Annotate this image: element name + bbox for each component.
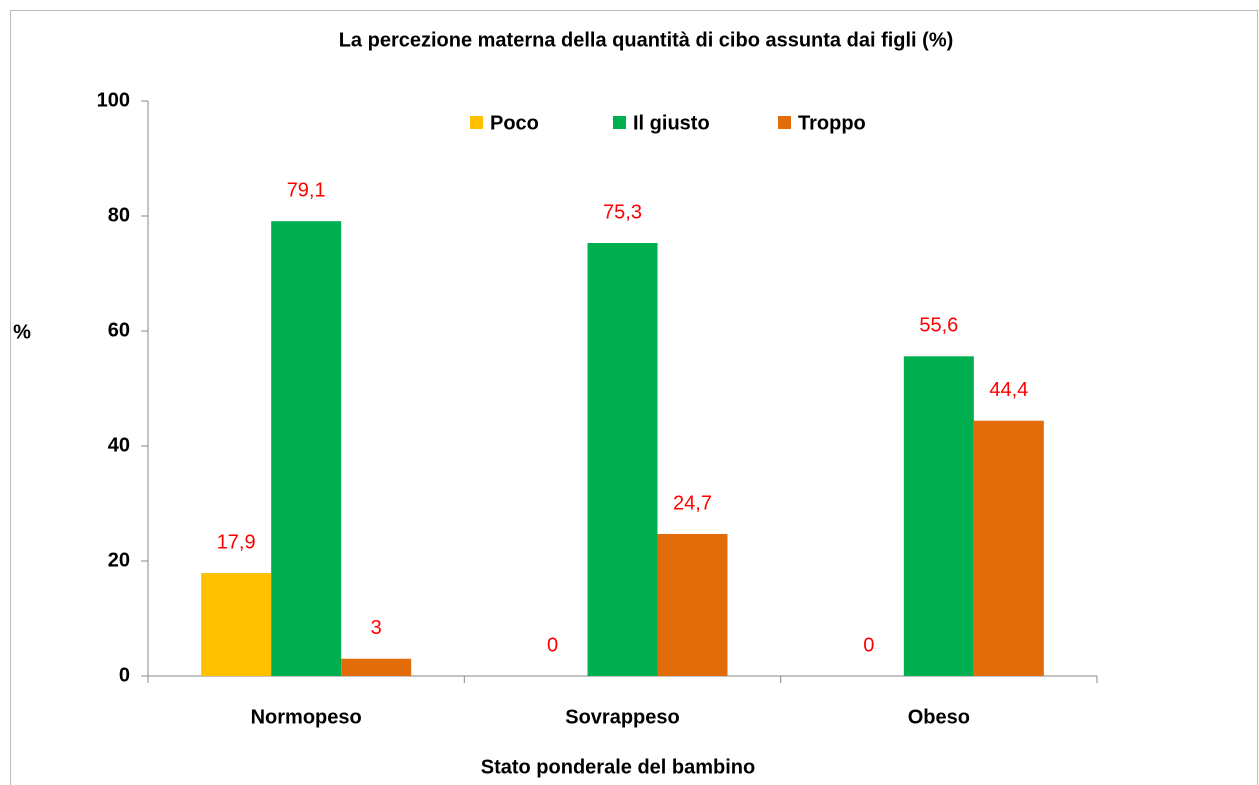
- x-tick-label: Sovrappeso: [565, 706, 679, 728]
- bar: [587, 243, 658, 676]
- x-axis-label: Stato ponderale del bambino: [481, 756, 755, 778]
- value-label: 55,6: [919, 315, 958, 337]
- legend-swatch: [613, 116, 626, 129]
- legend-label: Poco: [490, 112, 539, 134]
- chart-title: La percezione materna della quantità di …: [339, 29, 954, 51]
- x-tick-label: Normopeso: [251, 706, 362, 728]
- y-axis-label: %: [13, 321, 31, 343]
- value-label: 17,9: [217, 531, 256, 553]
- bar: [341, 658, 412, 676]
- y-tick-label: 40: [108, 434, 130, 456]
- bar: [973, 420, 1044, 676]
- legend-swatch: [778, 116, 791, 129]
- value-label: 75,3: [603, 201, 642, 223]
- legend-label: Il giusto: [633, 112, 710, 134]
- value-label: 44,4: [989, 379, 1028, 401]
- bar: [201, 573, 272, 676]
- y-tick-label: 20: [108, 549, 130, 571]
- bar: [903, 356, 974, 676]
- x-tick-label: Obeso: [908, 706, 970, 728]
- y-tick-label: 80: [108, 204, 130, 226]
- value-label: 3: [371, 617, 382, 639]
- bar: [271, 221, 342, 677]
- legend-swatch: [470, 116, 483, 129]
- y-tick-label: 100: [97, 89, 130, 111]
- value-label: 24,7: [673, 492, 712, 514]
- y-tick-label: 60: [108, 319, 130, 341]
- value-label: 79,1: [287, 179, 326, 201]
- value-label: 0: [863, 634, 874, 656]
- legend-label: Troppo: [798, 112, 866, 134]
- bar: [657, 533, 728, 676]
- y-tick-label: 0: [119, 664, 130, 686]
- value-label: 0: [547, 634, 558, 656]
